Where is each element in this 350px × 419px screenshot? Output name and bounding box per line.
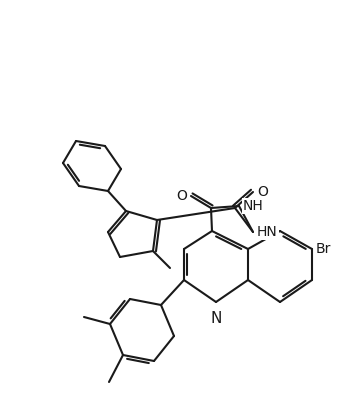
Text: NH: NH (243, 199, 264, 213)
Text: O: O (257, 185, 268, 199)
Text: Br: Br (316, 242, 331, 256)
Text: O: O (176, 189, 187, 203)
Text: N: N (210, 311, 222, 326)
Text: HN: HN (257, 225, 278, 239)
